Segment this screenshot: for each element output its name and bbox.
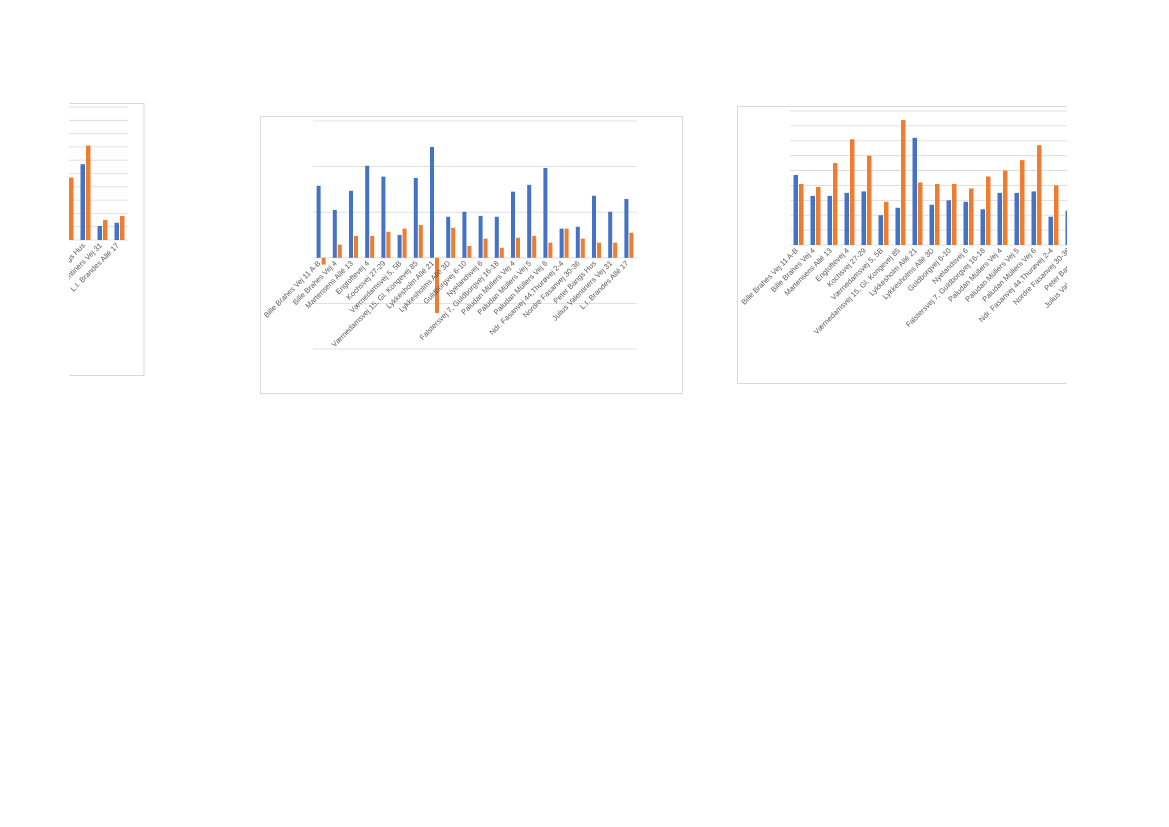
bar xyxy=(103,220,108,240)
bar xyxy=(793,175,798,245)
bar xyxy=(80,164,85,240)
bar xyxy=(575,226,580,258)
bar xyxy=(1003,170,1008,245)
bar xyxy=(430,146,434,258)
bar xyxy=(1054,185,1059,245)
bar xyxy=(499,247,504,258)
bar xyxy=(381,176,386,258)
bar xyxy=(321,257,326,265)
bar xyxy=(332,209,337,258)
bar xyxy=(365,165,370,258)
chart-frame xyxy=(260,116,683,394)
bar xyxy=(543,167,548,258)
bar xyxy=(1037,145,1042,245)
bar xyxy=(884,201,889,245)
bar xyxy=(867,155,872,245)
bar xyxy=(69,177,74,240)
bar xyxy=(494,216,499,258)
bar xyxy=(337,244,342,258)
bar xyxy=(912,137,917,245)
bar xyxy=(878,215,883,245)
bar xyxy=(963,201,968,245)
bar xyxy=(935,183,940,245)
bar xyxy=(952,183,957,245)
bar xyxy=(532,235,537,258)
bar xyxy=(1014,192,1019,245)
bar xyxy=(929,204,934,245)
bar xyxy=(980,209,985,245)
bar xyxy=(349,190,353,258)
bar xyxy=(97,226,102,240)
bar xyxy=(580,238,585,258)
bar xyxy=(969,188,974,245)
bar xyxy=(608,211,613,258)
bar xyxy=(592,195,596,258)
bar xyxy=(86,145,91,240)
bar xyxy=(850,139,855,245)
bar xyxy=(467,245,472,258)
bar xyxy=(478,215,483,258)
bar xyxy=(316,185,321,258)
bar xyxy=(844,192,849,245)
bar xyxy=(446,216,451,258)
bar xyxy=(114,222,119,240)
bar xyxy=(1020,160,1025,245)
bar xyxy=(435,257,439,313)
bar xyxy=(564,228,569,258)
bar xyxy=(895,207,900,245)
bar xyxy=(986,176,991,245)
bar xyxy=(918,182,923,245)
bar xyxy=(861,191,866,245)
bar xyxy=(418,224,423,258)
bar xyxy=(997,192,1002,245)
bar xyxy=(483,238,488,258)
bar xyxy=(827,195,832,245)
bar xyxy=(816,186,821,245)
bar xyxy=(559,228,564,258)
bar xyxy=(613,242,618,258)
bar xyxy=(354,235,358,258)
bar xyxy=(1048,216,1053,245)
bar xyxy=(451,227,456,258)
bar xyxy=(397,235,402,258)
bar xyxy=(548,242,553,258)
bar xyxy=(833,163,838,245)
bar xyxy=(402,228,407,258)
bar xyxy=(386,231,391,258)
bar xyxy=(810,195,815,245)
bar xyxy=(462,211,467,258)
bar xyxy=(597,242,601,258)
bar xyxy=(624,198,629,258)
bar xyxy=(799,183,804,245)
bar xyxy=(370,235,375,258)
bar xyxy=(1031,191,1036,245)
bar xyxy=(946,200,951,245)
bar xyxy=(629,232,634,258)
bar xyxy=(901,119,906,245)
bar xyxy=(120,216,125,240)
bar xyxy=(527,184,532,258)
bar xyxy=(1065,210,1067,245)
bar xyxy=(516,237,520,258)
bar xyxy=(413,178,418,258)
bar xyxy=(511,191,515,258)
